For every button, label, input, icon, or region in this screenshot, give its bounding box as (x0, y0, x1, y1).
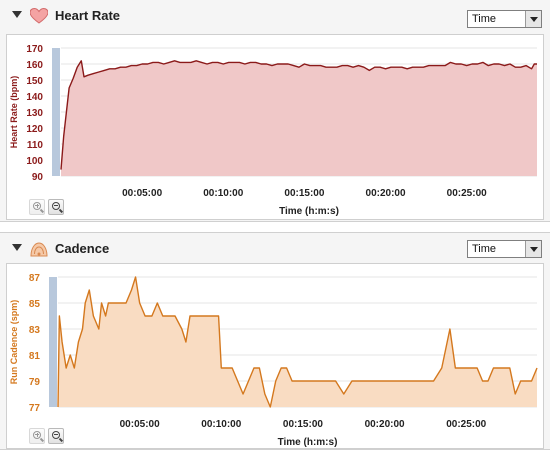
collapse-triangle-icon[interactable] (12, 11, 22, 18)
series-area-fill (58, 277, 537, 407)
collapse-triangle-icon[interactable] (12, 244, 22, 251)
heart-rate-title: Heart Rate (55, 8, 121, 23)
zoom-out-icon (52, 202, 60, 210)
zoom-in-icon-handle (39, 437, 45, 442)
chevron-down-icon[interactable] (525, 11, 541, 27)
heart-icon (30, 8, 48, 24)
cadence-axis-select[interactable]: Time (467, 240, 542, 258)
cadence-chart-area: 77 79 81 83 85 87 00:05:00 00:10:00 00:15:00 00:2… (6, 263, 544, 449)
y-axis-label: Heart Rate (bpm) (9, 76, 19, 149)
x-tick-label: 00:20:00 (365, 419, 405, 430)
x-tick-label: 00:20:00 (366, 188, 406, 199)
x-axis-label: Time (h:m:s) (279, 206, 339, 217)
chevron-down-icon[interactable] (525, 241, 541, 257)
y-tick-label: 170 (26, 44, 43, 55)
x-tick-label: 00:05:00 (120, 419, 160, 430)
y-tick-label: 120 (26, 124, 43, 135)
zoom-in-icon-handle (39, 208, 45, 213)
zoom-out-icon-handle (58, 437, 64, 442)
zoom-in-icon (33, 431, 41, 439)
zoom-out-icon-handle (58, 208, 64, 213)
x-tick-label: 00:15:00 (283, 419, 323, 430)
y-tick-label: 79 (29, 377, 41, 388)
y-tick-label: 85 (29, 299, 41, 310)
zoom-out-icon-minus (54, 205, 58, 206)
x-tick-label: 00:25:00 (446, 419, 486, 430)
zoom-out-button[interactable] (48, 428, 64, 444)
y-tick-label: 81 (29, 351, 41, 362)
y-tick-label: 130 (26, 108, 43, 119)
series-line (57, 276, 538, 408)
zoom-in-button[interactable] (29, 428, 45, 444)
heart-rate-chart: 90 100 110 120 130 140 150 160 170 00:05:00 00:10:… (9, 44, 537, 217)
x-axis-label: Time (h:m:s) (278, 437, 338, 448)
x-tick-label: 00:15:00 (284, 188, 324, 199)
y-tick-label: 77 (29, 403, 41, 414)
zoom-out-button[interactable] (48, 199, 64, 215)
y-tick-label: 87 (29, 273, 41, 284)
cadence-title: Cadence (55, 241, 110, 256)
cadence-chart: 77 79 81 83 85 87 00:05:00 00:10:00 00:15:00 00:2… (9, 273, 538, 448)
series-area-fill (61, 60, 537, 176)
x-tick-label: 00:05:00 (122, 188, 162, 199)
heart-rate-axis-select[interactable]: Time (467, 10, 542, 28)
x-tick-label: 00:10:00 (201, 419, 241, 430)
cadence-header: Cadence Time (0, 233, 550, 265)
series-line (60, 60, 537, 170)
heart-rate-panel: Heart Rate Time 90 100 110 120 130 140 150 160 1… (0, 0, 550, 222)
zoom-in-icon-plus-v (36, 432, 38, 437)
y-tick-label: 140 (26, 92, 43, 103)
y-tick-label: 110 (27, 140, 44, 151)
zoom-in-icon-plus-v (36, 203, 38, 208)
heart-rate-header: Heart Rate Time (0, 0, 550, 32)
runner-icon (30, 242, 48, 257)
zoom-in-icon (33, 202, 41, 210)
y-tick-label: 150 (26, 76, 43, 87)
y-tick-label: 90 (32, 172, 44, 183)
cadence-panel: Cadence Time 77 79 81 83 85 87 00:05:00 00:10:0… (0, 232, 550, 450)
heart-rate-chart-area: 90 100 110 120 130 140 150 160 170 00:05:00 00:10:… (6, 34, 544, 220)
range-slider-handle[interactable] (49, 277, 57, 407)
y-tick-label: 83 (29, 325, 41, 336)
y-tick-label: 160 (26, 60, 43, 71)
zoom-out-icon (52, 431, 60, 439)
range-slider-handle[interactable] (52, 48, 60, 176)
x-tick-label: 00:10:00 (203, 188, 243, 199)
y-axis-label: Run Cadence (spm) (9, 300, 19, 385)
heart-rate-axis-select-value: Time (472, 13, 497, 25)
x-tick-label: 00:25:00 (447, 188, 487, 199)
cadence-axis-select-value: Time (472, 243, 497, 255)
y-tick-label: 100 (26, 156, 43, 167)
zoom-out-icon-minus (54, 434, 58, 435)
zoom-in-button[interactable] (29, 199, 45, 215)
